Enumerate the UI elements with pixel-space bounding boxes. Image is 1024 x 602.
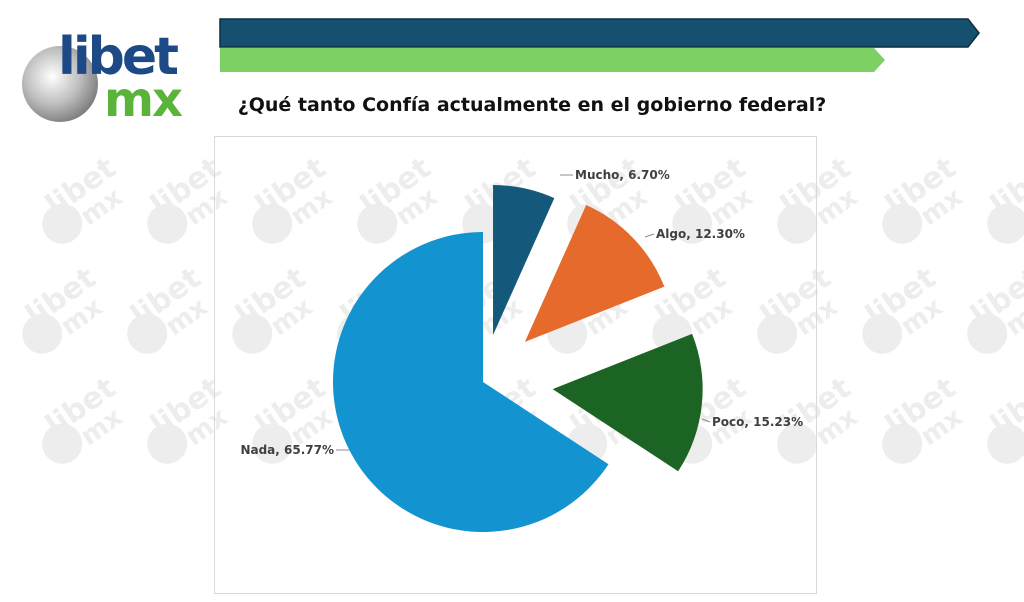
logo-text-mx: mx [104,72,183,122]
pie-slice-poco [552,333,703,472]
watermark-text-line2: mx [160,292,213,342]
header-bar-light [220,48,885,72]
watermark-sphere [147,203,188,244]
data-label-algo: Algo, 12.30% [656,227,745,241]
watermark-sphere [967,313,1008,354]
watermark-text-line2: mx [810,182,863,232]
watermark-text-line1: libet [859,261,942,334]
watermark-sphere [22,313,63,354]
watermark-sphere [987,423,1024,464]
watermark-text-line1: libet [39,151,122,224]
pie-slice-nada [332,232,609,532]
watermark-text-line2: mx [810,402,863,452]
watermark-text-line1: libet [879,371,962,444]
watermark-sphere [127,313,168,354]
watermark-text-line2: mx [1020,182,1024,232]
leader-line-poco [701,418,711,423]
watermark-text-line1: libet [19,261,102,334]
watermark-text-line2: mx [55,292,108,342]
data-label-nada: Nada, 65.77% [240,443,334,457]
watermark-sphere [42,423,83,464]
watermark-text-line2: mx [895,292,948,342]
libet-mx-logo: libet mx [22,27,185,122]
watermark-text-line1: libet [984,371,1024,444]
logo-text-libet: libet [58,27,178,87]
leader-line-algo [644,233,655,238]
watermark-sphere [147,423,188,464]
pie-slice-algo [524,204,665,342]
chart-frame: Mucho, 6.70% Algo, 12.30% Poco, 15.23% Nada… [214,136,817,594]
pie-chart: Mucho, 6.70% Algo, 12.30% Poco, 15.23% Nada… [240,168,803,532]
logo-sphere [22,46,98,122]
watermark-text-line2: mx [1020,402,1024,452]
watermark-text-line1: libet [984,151,1024,224]
data-label-poco: Poco, 15.23% [712,415,803,429]
watermark-sphere [42,203,83,244]
watermark-text-line2: mx [1000,292,1024,342]
watermark-text-line1: libet [124,261,207,334]
watermark-sphere [882,203,923,244]
watermark-sphere [987,203,1024,244]
chart-title: ¿Qué tanto Confía actualmente en el gobi… [237,94,827,116]
watermark-sphere [862,313,903,354]
pie-slice-mucho [493,185,555,336]
watermark-text-line1: libet [879,151,962,224]
watermark-text-line2: mx [915,402,968,452]
watermark-text-line1: libet [964,261,1024,334]
header-bar-dark [219,18,980,48]
watermark-sphere [882,423,923,464]
watermark-text-line2: mx [75,182,128,232]
data-label-mucho: Mucho, 6.70% [575,168,670,182]
watermark-text-line2: mx [75,402,128,452]
watermark-text-line2: mx [915,182,968,232]
watermark-text-line1: libet [39,371,122,444]
header-banner [219,18,980,72]
